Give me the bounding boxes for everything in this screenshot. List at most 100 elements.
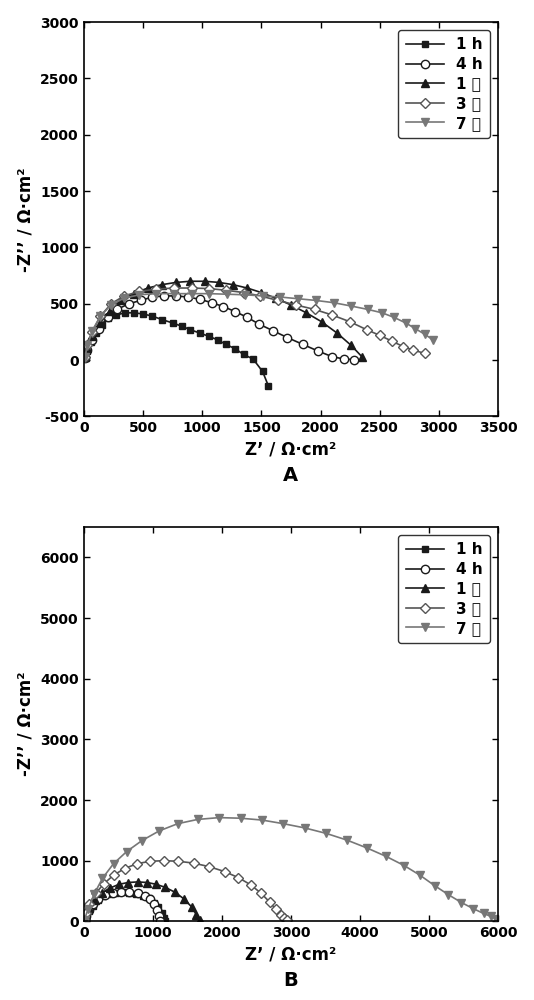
7 天 <box>323 827 329 839</box>
7 天 <box>85 903 91 915</box>
1 h <box>206 330 213 342</box>
4 h <box>142 890 148 902</box>
7 天 <box>391 311 397 323</box>
1 h <box>130 307 137 319</box>
1 天 <box>197 914 203 926</box>
7 天 <box>189 288 195 300</box>
1 天 <box>288 299 294 311</box>
1 h <box>179 320 185 332</box>
7 天 <box>430 334 436 346</box>
4 h <box>232 306 239 318</box>
1 h <box>139 890 146 902</box>
1 天 <box>117 294 124 306</box>
4 h <box>300 338 306 350</box>
Line: 1 h: 1 h <box>81 889 169 924</box>
7 天 <box>260 290 266 302</box>
4 h <box>118 886 124 898</box>
3 天 <box>266 896 273 908</box>
1 天 <box>81 914 88 926</box>
3 天 <box>421 347 428 359</box>
1 天 <box>107 305 113 317</box>
7 天 <box>344 834 350 846</box>
3 天 <box>293 299 299 311</box>
3 天 <box>81 914 88 926</box>
1 天 <box>92 894 98 906</box>
4 h <box>147 893 153 905</box>
7 天 <box>383 850 389 862</box>
7 天 <box>295 293 301 305</box>
Line: 7 天: 7 天 <box>81 289 437 361</box>
4 h <box>197 293 203 305</box>
7 天 <box>302 822 308 834</box>
3 天 <box>86 898 92 910</box>
3 天 <box>134 858 140 870</box>
7 天 <box>401 860 407 872</box>
7 天 <box>194 813 201 825</box>
1 h <box>92 327 99 339</box>
4 h <box>256 318 262 330</box>
7 天 <box>403 317 409 329</box>
1 h <box>155 901 162 913</box>
3 天 <box>121 863 128 875</box>
1 h <box>162 915 169 927</box>
7 天 <box>421 328 428 340</box>
4 h <box>185 291 191 303</box>
1 天 <box>162 881 169 893</box>
1 天 <box>116 878 122 890</box>
3 天 <box>100 878 107 890</box>
Line: 4 h: 4 h <box>80 888 164 925</box>
1 h <box>169 317 176 329</box>
1 天 <box>318 316 325 328</box>
7 天 <box>206 288 213 300</box>
7 天 <box>364 842 370 854</box>
7 天 <box>331 297 337 309</box>
4 h <box>81 914 88 926</box>
4 h <box>151 898 158 910</box>
4 h <box>114 303 120 315</box>
4 h <box>315 345 321 357</box>
7 天 <box>136 289 143 301</box>
7 天 <box>412 323 418 335</box>
4 h <box>95 893 101 905</box>
1 h <box>140 308 146 320</box>
4 h <box>150 291 156 303</box>
1 天 <box>348 339 355 351</box>
3 天 <box>258 887 264 899</box>
1 天 <box>82 351 88 363</box>
1 天 <box>334 327 340 339</box>
X-axis label: Z’ / Ω·cm²: Z’ / Ω·cm² <box>245 946 336 964</box>
Legend: 1 h, 4 h, 1 天, 3 天, 7 天: 1 h, 4 h, 1 天, 3 天, 7 天 <box>398 535 490 643</box>
4 h <box>156 910 162 922</box>
Legend: 1 h, 4 h, 1 天, 3 天, 7 天: 1 h, 4 h, 1 天, 3 天, 7 天 <box>398 30 490 138</box>
4 h <box>82 352 88 364</box>
7 天 <box>348 300 355 312</box>
X-axis label: Z’ / Ω·cm²: Z’ / Ω·cm² <box>245 441 336 459</box>
Line: 1 天: 1 天 <box>80 878 204 924</box>
Line: 3 天: 3 天 <box>81 857 290 924</box>
3 天 <box>121 290 127 302</box>
3 天 <box>82 351 88 363</box>
3 天 <box>189 282 195 294</box>
4 h <box>84 344 91 356</box>
7 天 <box>241 289 248 301</box>
Line: 1 h: 1 h <box>82 309 272 390</box>
1 h <box>223 338 229 350</box>
4 h <box>208 297 215 309</box>
1 天 <box>193 909 200 921</box>
1 天 <box>153 878 160 890</box>
1 天 <box>107 882 113 894</box>
4 h <box>104 311 111 323</box>
Line: 1 天: 1 天 <box>81 277 366 361</box>
4 h <box>341 353 348 365</box>
7 天 <box>224 288 230 300</box>
3 天 <box>400 341 406 353</box>
7 天 <box>84 339 91 351</box>
1 h <box>119 886 125 898</box>
1 h <box>88 336 94 348</box>
7 天 <box>277 291 284 303</box>
4 h <box>85 904 92 916</box>
1 天 <box>180 893 187 905</box>
1 h <box>159 314 165 326</box>
3 天 <box>281 912 287 924</box>
1 h <box>214 334 221 346</box>
